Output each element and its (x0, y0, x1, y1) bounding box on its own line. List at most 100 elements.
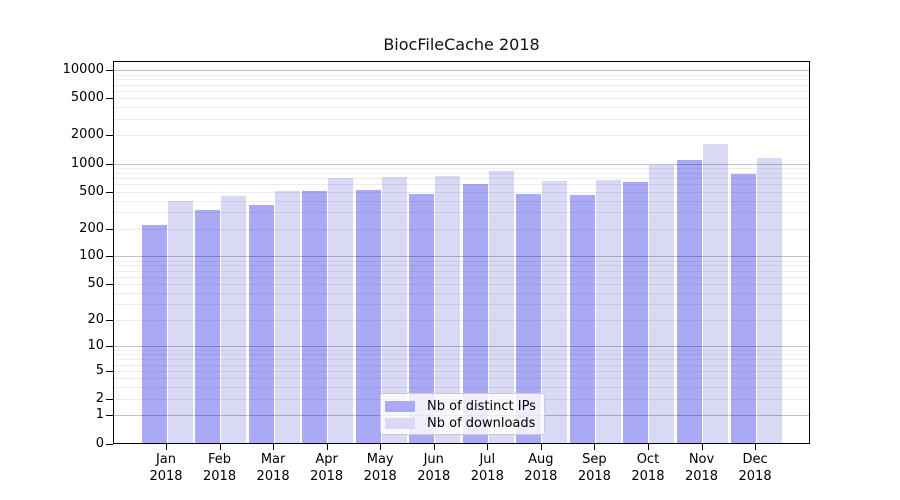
chart-title: BiocFileCache 2018 (383, 35, 540, 54)
x-tick-label-jul: Jul 2018 (470, 452, 504, 484)
minor-gridline (114, 265, 809, 267)
bar-distinct-ips-sep (569, 195, 595, 443)
legend-label-distinct-ips: Nb of distinct IPs (427, 399, 536, 414)
y-tick-mark (106, 98, 113, 100)
major-gridline (114, 163, 809, 165)
bar-downloads-mar (274, 191, 300, 443)
minor-gridline (114, 167, 809, 169)
y-tick-mark (106, 163, 113, 165)
y-tick-label: 5000 (70, 90, 104, 106)
legend-swatch-distinct-ips (385, 401, 415, 412)
major-gridline (114, 256, 809, 258)
y-tick-label: 5 (95, 362, 104, 378)
minor-gridline (114, 98, 809, 100)
x-tick-label-mar: Mar 2018 (256, 452, 290, 484)
minor-gridline (114, 320, 809, 322)
x-tick-label-dec: Dec 2018 (738, 452, 772, 484)
x-tick-mark (326, 444, 328, 450)
x-tick-mark (273, 444, 275, 450)
minor-gridline (114, 364, 809, 366)
legend-item-downloads: Nb of downloads (385, 415, 538, 432)
minor-gridline (114, 228, 809, 230)
minor-gridline (114, 200, 809, 202)
y-tick-mark (106, 256, 113, 258)
y-tick-label: 500 (79, 183, 104, 199)
bar-downloads-dec (756, 157, 782, 443)
x-tick-label-aug: Aug 2018 (524, 452, 558, 484)
plot-area: Nb of distinct IPs Nb of downloads (113, 61, 810, 444)
minor-gridline (114, 172, 809, 174)
y-tick-label: 200 (79, 220, 104, 236)
y-tick-label: 2 (95, 390, 104, 406)
y-tick-mark (106, 320, 113, 322)
bar-distinct-ips-dec (730, 174, 756, 443)
y-tick-label: 50 (87, 276, 104, 292)
y-tick-label: 2000 (70, 127, 104, 143)
major-gridline (114, 70, 809, 72)
y-tick-label: 0 (95, 435, 104, 451)
legend-swatch-downloads (385, 418, 415, 429)
bar-downloads-feb (221, 195, 247, 443)
y-tick-mark (106, 443, 113, 445)
bar-distinct-ips-apr (302, 190, 328, 443)
minor-gridline (114, 304, 809, 306)
y-tick-mark (106, 415, 113, 417)
legend-item-distinct-ips: Nb of distinct IPs (385, 398, 538, 415)
minor-gridline (114, 370, 809, 372)
bar-distinct-ips-mar (248, 204, 274, 443)
y-tick-mark (106, 346, 113, 348)
bar-distinct-ips-oct (623, 182, 649, 443)
minor-gridline (114, 354, 809, 356)
minor-gridline (114, 350, 809, 352)
legend: Nb of distinct IPs Nb of downloads (380, 393, 545, 435)
bar-downloads-sep (595, 179, 621, 443)
minor-gridline (114, 293, 809, 295)
minor-gridline (114, 191, 809, 193)
y-tick-label: 10000 (62, 62, 104, 78)
minor-gridline (114, 74, 809, 76)
y-tick-mark (106, 398, 113, 400)
x-tick-label-jan: Jan 2018 (149, 452, 183, 484)
y-tick-mark (106, 191, 113, 193)
bar-distinct-ips-nov (677, 160, 702, 443)
x-tick-label-apr: Apr 2018 (310, 452, 344, 484)
x-tick-mark (755, 444, 757, 450)
y-tick-label: 20 (87, 312, 104, 328)
x-tick-label-oct: Oct 2018 (631, 452, 665, 484)
y-tick-label: 1 (95, 407, 104, 423)
minor-gridline (114, 79, 809, 81)
bar-downloads-apr (328, 177, 354, 443)
minor-gridline (114, 378, 809, 380)
minor-gridline (114, 212, 809, 214)
minor-gridline (114, 107, 809, 109)
x-tick-mark (701, 444, 703, 450)
minor-gridline (114, 276, 809, 278)
y-tick-mark (106, 135, 113, 137)
x-tick-mark (219, 444, 221, 450)
minor-gridline (114, 184, 809, 186)
x-tick-mark (487, 444, 489, 450)
minor-gridline (114, 387, 809, 389)
x-tick-mark (647, 444, 649, 450)
y-tick-label: 100 (79, 248, 104, 264)
y-tick-mark (106, 228, 113, 230)
minor-gridline (114, 119, 809, 121)
legend-label-downloads: Nb of downloads (427, 416, 536, 431)
x-tick-label-feb: Feb 2018 (203, 452, 237, 484)
x-tick-mark (166, 444, 167, 450)
minor-gridline (114, 359, 809, 361)
y-tick-label: 10 (87, 338, 104, 354)
minor-gridline (114, 270, 809, 272)
bar-distinct-ips-jan (141, 225, 167, 443)
x-tick-mark (540, 444, 542, 450)
bar-downloads-oct (649, 164, 675, 443)
minor-gridline (114, 260, 809, 262)
minor-gridline (114, 135, 809, 137)
bar-distinct-ips-may (355, 189, 381, 443)
x-tick-label-jun: Jun 2018 (417, 452, 451, 484)
major-gridline (114, 346, 809, 348)
x-tick-label-nov: Nov 2018 (684, 452, 719, 484)
minor-gridline (114, 284, 809, 286)
y-tick-label: 1000 (70, 155, 104, 171)
